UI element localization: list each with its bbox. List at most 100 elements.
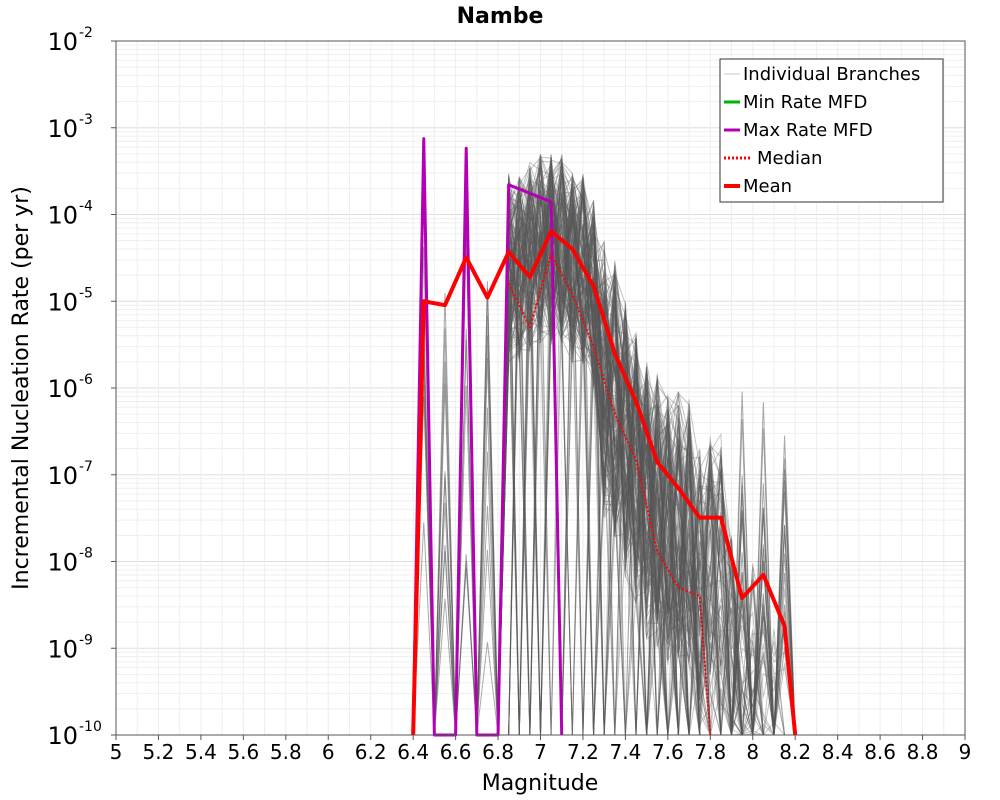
branch-line [497, 181, 796, 736]
x-tick-label: 5.4 [185, 740, 217, 764]
y-tick-exponent: -8 [79, 546, 93, 562]
y-axis-label: Incremental Nucleation Rate (per yr) [9, 186, 34, 590]
branch-spike [476, 451, 499, 736]
branch-line [498, 158, 796, 736]
branch-spike [752, 561, 775, 736]
branch-line [497, 170, 796, 737]
x-tick-label: 8 [746, 740, 759, 764]
y-tick-label: 10 [47, 635, 78, 663]
y-tick-exponent: -2 [79, 25, 93, 41]
branch-line [497, 190, 796, 736]
y-tick-label: 10 [47, 549, 78, 577]
x-axis-label: Magnitude [482, 771, 599, 796]
branch-spike [476, 641, 499, 736]
chart-title: Nambe [457, 4, 544, 29]
y-tick-exponent: -10 [79, 719, 102, 735]
branch-line [497, 196, 796, 736]
branch-spike [476, 549, 499, 736]
legend-label: Individual Branches [743, 64, 920, 85]
branch-line [497, 185, 796, 736]
x-tick-label: 9 [959, 740, 972, 764]
branch-spike [773, 553, 796, 736]
branch-line [498, 197, 796, 736]
x-tick-label: 8.8 [907, 740, 939, 764]
y-tick-label: 10 [47, 202, 78, 230]
legend-label: Min Rate MFD [743, 92, 867, 113]
branch-spike [476, 281, 499, 736]
series-median [507, 253, 712, 736]
x-tick-label: 7 [534, 740, 547, 764]
x-axis-ticks: 5 5.2 5.4 5.6 5.8 6 6.2 6.4 6.6 6.8 7 7.2 7.4 7.6 7.8 8… [110, 735, 972, 764]
branch-line [497, 153, 796, 737]
x-tick-label: 6.2 [355, 740, 387, 764]
y-tick-exponent: -9 [79, 632, 93, 648]
branch-spike [455, 561, 478, 736]
legend-box [719, 58, 944, 203]
x-tick-label: 5 [110, 740, 123, 764]
y-tick-label: 10 [47, 722, 78, 750]
x-tick-label: 8.4 [822, 740, 854, 764]
branch-spike [752, 593, 775, 736]
x-tick-label: 8.2 [779, 740, 811, 764]
y-tick-label: 10 [47, 288, 78, 316]
branch-line [497, 176, 796, 736]
y-tick-label: 10 [47, 115, 78, 143]
branch-spike [476, 505, 499, 736]
legend-label: Median [757, 148, 822, 169]
branch-spike [773, 458, 796, 736]
branch-line [497, 178, 796, 736]
branch-spike [731, 517, 754, 736]
x-tick-label: 6 [322, 740, 335, 764]
branch-spike [433, 328, 457, 736]
branch-line [497, 169, 796, 736]
branch-spike [433, 471, 457, 736]
x-tick-label: 6.6 [440, 740, 472, 764]
branch-spike [433, 598, 457, 736]
x-tick-label: 5.8 [270, 740, 302, 764]
y-tick-exponent: -3 [79, 112, 93, 128]
y-tick-exponent: -4 [79, 199, 93, 215]
y-tick-exponent: -7 [79, 459, 93, 475]
x-tick-label: 8.6 [864, 740, 896, 764]
x-tick-label: 6.8 [482, 740, 514, 764]
legend-label: Mean [743, 176, 792, 197]
y-tick-exponent: -5 [79, 285, 93, 301]
branch-spike [752, 507, 775, 736]
branch-spike [731, 588, 754, 736]
y-tick-label: 10 [47, 375, 78, 403]
branch-line [498, 169, 796, 736]
branch-spike [476, 357, 499, 736]
x-tick-label: 5.2 [143, 740, 175, 764]
branch-spike [752, 402, 775, 736]
branch-line [497, 164, 796, 736]
branch-line [497, 166, 796, 736]
grid-lines [115, 41, 966, 736]
y-tick-label: 10 [47, 28, 78, 56]
legend: Individual Branches Min Rate MFD Max Rate … [719, 58, 944, 203]
x-tick-label: 6.4 [397, 740, 429, 764]
x-tick-label: 7.6 [652, 740, 684, 764]
legend-label: Max Rate MFD [743, 120, 873, 141]
branch-line [497, 180, 796, 736]
branch-line [497, 168, 796, 737]
series-mean [411, 229, 798, 736]
x-tick-label: 7.2 [567, 740, 599, 764]
x-tick-label: 5.6 [227, 740, 259, 764]
x-tick-label: 7.8 [694, 740, 726, 764]
branch-line [497, 167, 796, 736]
branch-line [497, 179, 796, 736]
y-tick-label: 10 [47, 462, 78, 490]
series-max-rate-mfd [411, 137, 564, 737]
branch-spike [752, 611, 775, 736]
x-tick-label: 7.4 [609, 740, 641, 764]
branch-spike [731, 391, 754, 736]
y-tick-exponent: -6 [79, 372, 93, 388]
series-lines [411, 137, 798, 737]
branch-line [497, 173, 796, 736]
branch-spike [433, 551, 457, 736]
branch-line [497, 197, 796, 736]
branch-line [497, 186, 796, 736]
branch-line [497, 156, 796, 736]
